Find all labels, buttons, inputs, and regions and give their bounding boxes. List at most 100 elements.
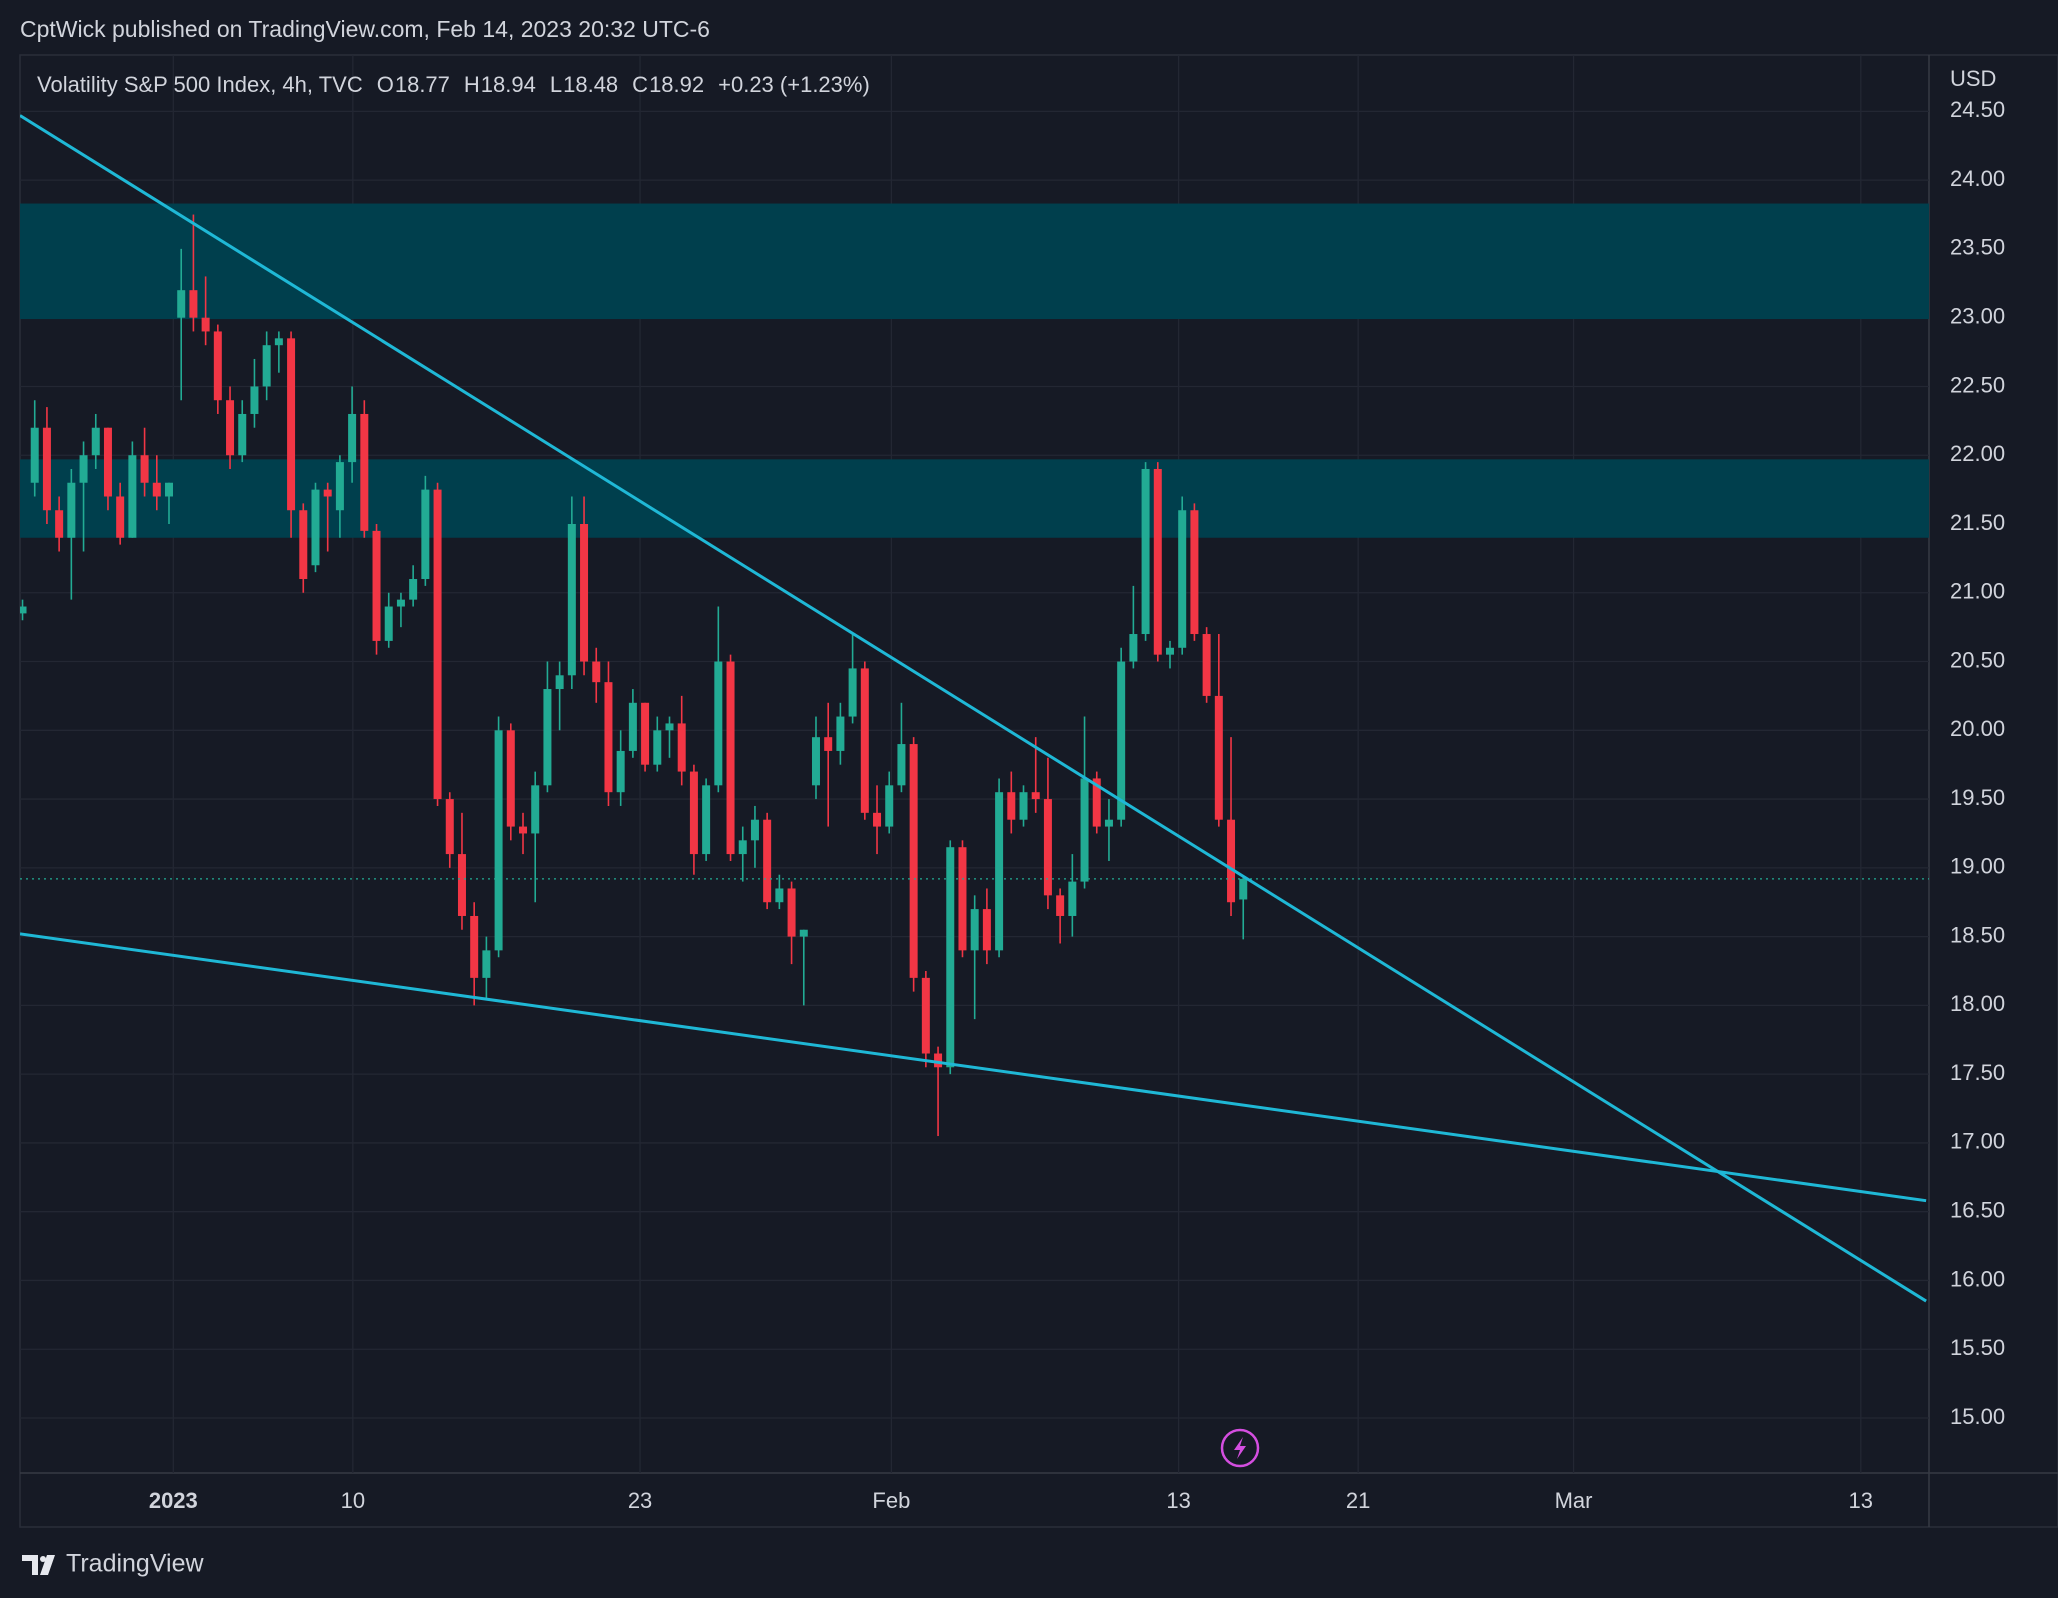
candle-body xyxy=(1068,881,1077,916)
candle-body xyxy=(836,716,845,751)
candle-body xyxy=(262,345,271,387)
candle-body xyxy=(103,427,112,497)
footer-logo xyxy=(22,1555,55,1575)
candle-body xyxy=(970,909,979,951)
candle-body xyxy=(580,523,589,662)
candle-body xyxy=(1153,468,1162,655)
trendline xyxy=(20,932,1927,1203)
y-tick-label: 19.00 xyxy=(1950,854,2005,879)
candle-body xyxy=(494,730,503,951)
candle-body xyxy=(1202,634,1211,696)
legend-field-value: 18.94 xyxy=(481,72,536,97)
candle-body xyxy=(299,510,308,580)
candle-body xyxy=(67,482,76,538)
candle-body xyxy=(714,661,723,786)
candle-body xyxy=(360,413,369,531)
candle-body xyxy=(152,482,161,497)
x-tick-label: 13 xyxy=(1849,1488,1873,1513)
x-tick-label: Mar xyxy=(1555,1488,1593,1513)
candle-body xyxy=(226,400,235,456)
candle-body xyxy=(702,785,711,855)
candle-body xyxy=(824,737,833,751)
candle-body xyxy=(641,702,650,765)
y-tick-label: 15.50 xyxy=(1950,1335,2005,1360)
y-tick-label: 24.50 xyxy=(1950,97,2005,122)
y-tick-label: 15.00 xyxy=(1950,1404,2005,1429)
candle-body xyxy=(79,455,88,483)
candle-body xyxy=(1165,647,1174,655)
candles xyxy=(20,214,1929,1137)
logo-mark xyxy=(22,1555,55,1575)
candle-body xyxy=(1056,895,1065,916)
candle-body xyxy=(1239,878,1248,900)
candle-body xyxy=(238,413,247,456)
candle-body xyxy=(1129,634,1138,662)
candle-body xyxy=(409,579,418,600)
candle-body xyxy=(1117,661,1126,820)
candle-body xyxy=(457,854,466,916)
candle-body xyxy=(567,523,576,676)
y-tick-label: 17.00 xyxy=(1950,1129,2005,1154)
candle-body xyxy=(677,723,686,772)
candle-body xyxy=(445,799,454,855)
event-icon xyxy=(1220,1428,1260,1468)
y-tick-label: 24.00 xyxy=(1950,166,2005,191)
y-tick-label: 18.00 xyxy=(1950,991,2005,1016)
candle-body xyxy=(604,682,613,793)
candle-body xyxy=(274,338,283,346)
candle-body xyxy=(165,482,174,497)
footer-brand: TradingView xyxy=(66,1550,205,1578)
trendline xyxy=(20,114,1927,1303)
candle-body xyxy=(1214,695,1223,820)
x-tick-label: 21 xyxy=(1346,1488,1370,1513)
candle-body xyxy=(848,668,857,717)
candle-body xyxy=(555,675,564,690)
event-circle xyxy=(1220,1428,1260,1468)
y-tick-label: 20.00 xyxy=(1950,716,2005,741)
candle-body xyxy=(885,785,894,827)
candle-body xyxy=(433,489,442,800)
x-tick-label: 23 xyxy=(628,1488,652,1513)
candle-body xyxy=(42,427,51,511)
candle-body xyxy=(738,840,747,855)
candle-body xyxy=(1007,792,1016,820)
candle-body xyxy=(140,455,149,483)
candle-body xyxy=(799,929,808,937)
y-tick-label: 23.00 xyxy=(1950,304,2005,329)
legend: Volatility S&P 500 Index, 4h, TVC O 18.77 H… xyxy=(37,72,870,97)
x-tick-label: 13 xyxy=(1166,1488,1190,1513)
candle-body xyxy=(628,702,637,751)
candle-body xyxy=(1227,819,1236,903)
candle-body xyxy=(982,909,991,951)
candle-body xyxy=(909,744,918,978)
y-tick-label: 18.50 xyxy=(1950,922,2005,947)
currency-label: USD xyxy=(1950,66,1996,91)
candle-body xyxy=(213,331,222,401)
candle-body xyxy=(1019,792,1028,820)
y-tick-label: 23.50 xyxy=(1950,235,2005,260)
trendlines xyxy=(20,114,1927,1303)
candle-body xyxy=(384,606,393,641)
candle-body xyxy=(592,661,601,683)
candle-body xyxy=(189,290,198,318)
legend-field-label: H xyxy=(464,72,480,97)
legend-name: Volatility S&P 500 Index, 4h, TVC xyxy=(37,72,363,97)
candle-body xyxy=(421,489,430,580)
candle-body xyxy=(543,689,552,786)
candle-body xyxy=(506,730,515,827)
candle-body xyxy=(482,950,491,978)
candle-body xyxy=(335,462,344,511)
candle-body xyxy=(531,785,540,834)
candle-body xyxy=(775,888,784,903)
candle-body xyxy=(934,1053,943,1068)
candle-body xyxy=(860,668,869,813)
candle-body xyxy=(1190,510,1199,635)
y-tick-label: 21.50 xyxy=(1950,510,2005,535)
x-tick-label: 2023 xyxy=(149,1488,198,1513)
candle-body xyxy=(946,847,955,1068)
candle-body xyxy=(177,290,186,318)
candle-body xyxy=(1031,792,1040,800)
candle-body xyxy=(897,744,906,786)
